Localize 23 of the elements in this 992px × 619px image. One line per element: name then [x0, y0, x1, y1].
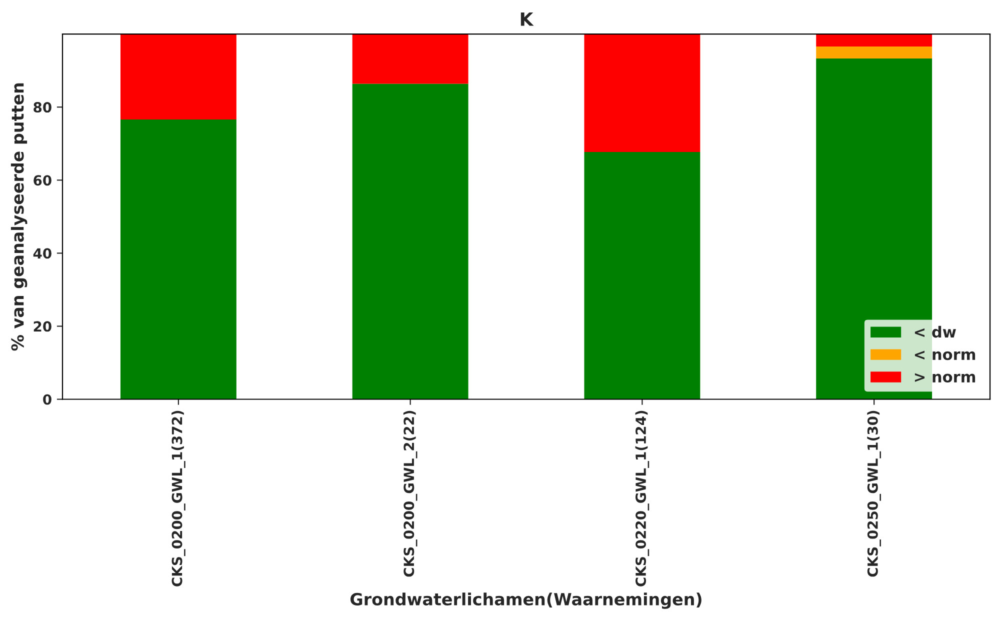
- bar: [352, 84, 468, 400]
- chart-title: K: [520, 12, 534, 26]
- legend-label: < norm: [914, 350, 976, 360]
- x-axis-title: Grondwaterlichamen(Waarnemingen): [350, 592, 702, 609]
- y-axis-title: % van geanalyseerde putten: [10, 83, 28, 351]
- x-tick-label: CKS_0200_GWL_1(372): [172, 410, 186, 586]
- x-tick-label: CKS_0250_GWL_1(30): [867, 410, 881, 577]
- bar: [816, 46, 932, 59]
- bar: [352, 34, 468, 84]
- bar: [120, 34, 236, 120]
- legend-label: < dw: [914, 326, 956, 338]
- legend-label: > norm: [914, 373, 976, 383]
- bar: [584, 152, 700, 400]
- y-tick-label: 60: [34, 175, 52, 186]
- y-tick-label: 0: [43, 394, 52, 405]
- y-tick-label: 20: [34, 321, 52, 332]
- bar: [584, 34, 700, 152]
- x-tick-label: CKS_0200_GWL_2(22): [403, 410, 418, 577]
- y-tick-label: 80: [34, 102, 52, 113]
- bar: [816, 34, 932, 46]
- bar: [120, 120, 236, 400]
- x-tick-label: CKS_0220_GWL_1(124): [635, 410, 650, 586]
- y-tick-label: 40: [33, 248, 52, 259]
